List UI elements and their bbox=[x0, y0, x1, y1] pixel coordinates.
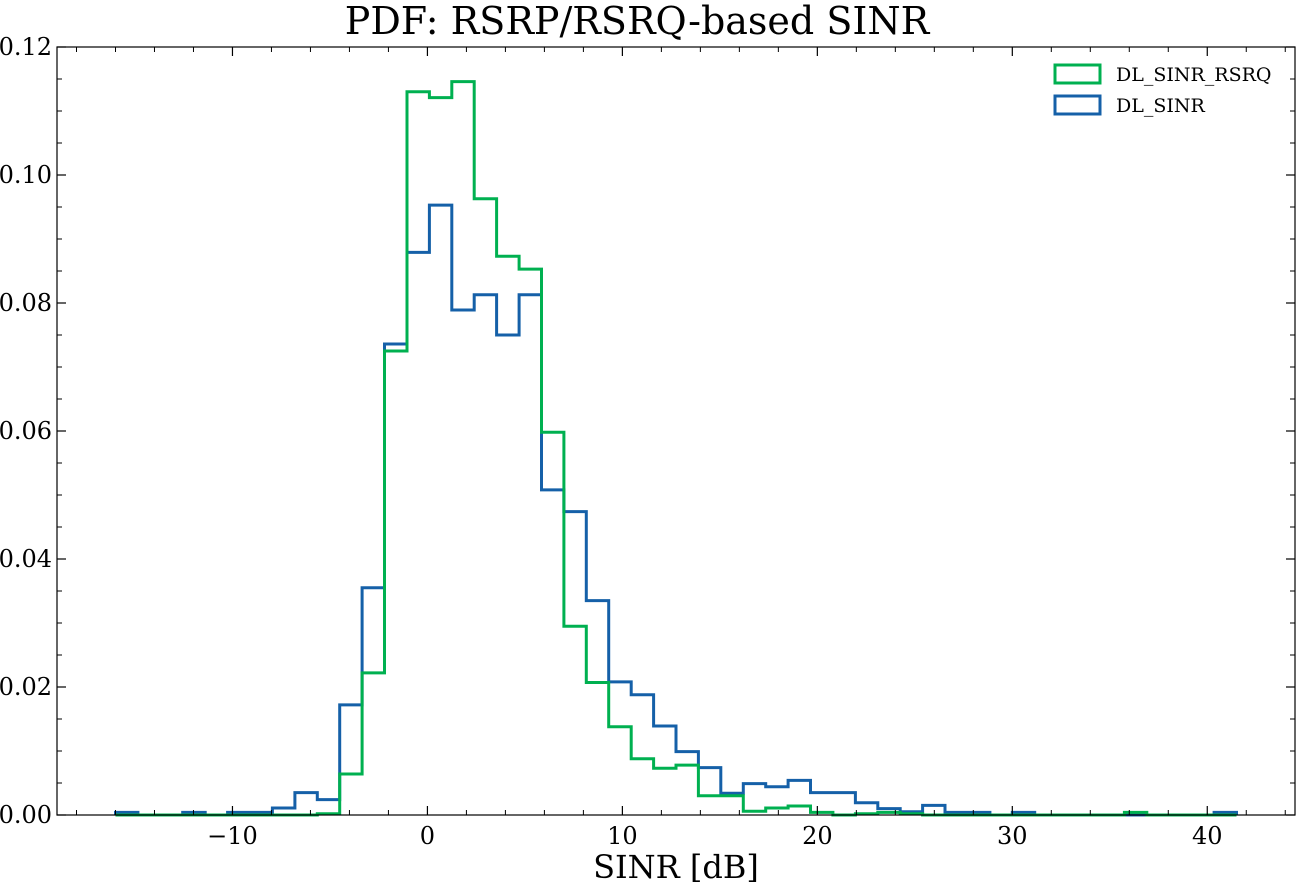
legend-swatch-1 bbox=[1053, 63, 1102, 85]
legend: DL_SINR_RSRQ DL_SINR bbox=[1053, 63, 1272, 117]
y-tick-label: 0.10 bbox=[0, 161, 52, 189]
plot-area bbox=[114, 80, 1238, 817]
chart-title: PDF: RSRP/RSRQ-based SINR bbox=[345, 0, 931, 43]
x-tick-label: 20 bbox=[802, 822, 833, 850]
x-tick-label: 0 bbox=[420, 822, 435, 850]
y-tick-label: 0.06 bbox=[0, 417, 52, 445]
legend-label-2: DL_SINR bbox=[1116, 95, 1205, 117]
x-tick-label: 40 bbox=[1192, 822, 1223, 850]
y-tick-label: 0.12 bbox=[0, 33, 52, 61]
series-line-2 bbox=[114, 203, 1238, 817]
legend-swatch-2 bbox=[1053, 94, 1102, 116]
series-line-1 bbox=[115, 80, 1237, 817]
legend-label-1: DL_SINR_RSRQ bbox=[1116, 64, 1272, 86]
x-tick-label: 10 bbox=[607, 822, 638, 850]
x-axis-label: SINR [dB] bbox=[593, 848, 759, 886]
plot-frame bbox=[56, 46, 1296, 816]
x-tick-label: 30 bbox=[997, 822, 1028, 850]
y-tick-label: 0.08 bbox=[0, 289, 52, 317]
y-tick-label: 0.02 bbox=[0, 673, 52, 701]
x-tick-label: −10 bbox=[207, 822, 258, 850]
axis-ticks: −10 0 10 20 30 40 0.00 0.02 0.04 0.06 0.08 0.10 0.12 bbox=[0, 33, 1295, 850]
y-tick-label: 0.04 bbox=[0, 545, 52, 573]
y-tick-label: 0.00 bbox=[0, 801, 52, 829]
